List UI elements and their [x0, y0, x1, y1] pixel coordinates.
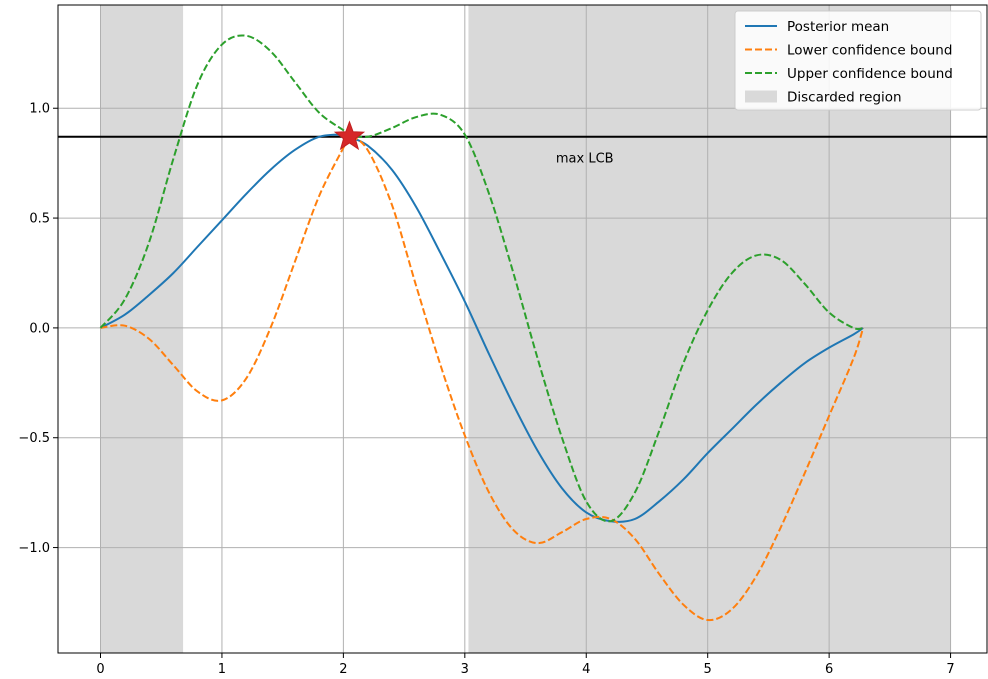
- discarded-region-0: [100, 5, 184, 653]
- discarded-region-1: [468, 5, 951, 653]
- max-lcb-label: max LCB: [556, 151, 614, 166]
- legend: Posterior mean Lower confidence bound Uppe…: [734, 10, 982, 111]
- y-tick-label-1: 0.5: [29, 212, 50, 227]
- max-lcb-line-group: max LCB: [58, 135, 987, 166]
- legend-label-0: Posterior mean: [787, 19, 889, 35]
- x-tick-label-2: 2: [339, 662, 347, 677]
- y-tick-label-4: −1.0: [18, 541, 50, 556]
- y-tick-label-0: 1.0: [29, 102, 50, 117]
- series-lower-confidence-bound: [100, 135, 865, 622]
- y-tick-label-2: 0.0: [29, 321, 50, 336]
- series-upper-confidence-bound: [99, 34, 864, 523]
- series-posterior-mean: [100, 133, 864, 523]
- x-tick-label-5: 5: [704, 662, 712, 677]
- ticks: 0 1 2 3 4 5 6 7 1.0 0.5 0.0 −0.5 −1.0: [18, 102, 954, 677]
- x-tick-label-4: 4: [582, 662, 590, 677]
- x-tick-label-6: 6: [825, 662, 833, 677]
- grid: [58, 5, 987, 653]
- y-tick-label-3: −0.5: [18, 431, 50, 446]
- legend-box: [734, 10, 982, 111]
- x-tick-label-1: 1: [218, 662, 226, 677]
- max-lcb-star-marker: [333, 120, 366, 151]
- legend-label-2: Upper confidence bound: [787, 66, 953, 82]
- series-lines: [99, 34, 865, 622]
- discarded-regions: [100, 5, 951, 653]
- legend-swatch-discarded: [745, 90, 777, 103]
- x-tick-label-3: 3: [461, 662, 469, 677]
- legend-label-1: Lower confidence bound: [787, 43, 952, 59]
- marker-group: [333, 120, 366, 151]
- legend-label-discarded: Discarded region: [787, 90, 902, 106]
- x-tick-label-0: 0: [96, 662, 104, 677]
- x-tick-label-7: 7: [946, 662, 954, 677]
- axes-frame: [57, 4, 988, 654]
